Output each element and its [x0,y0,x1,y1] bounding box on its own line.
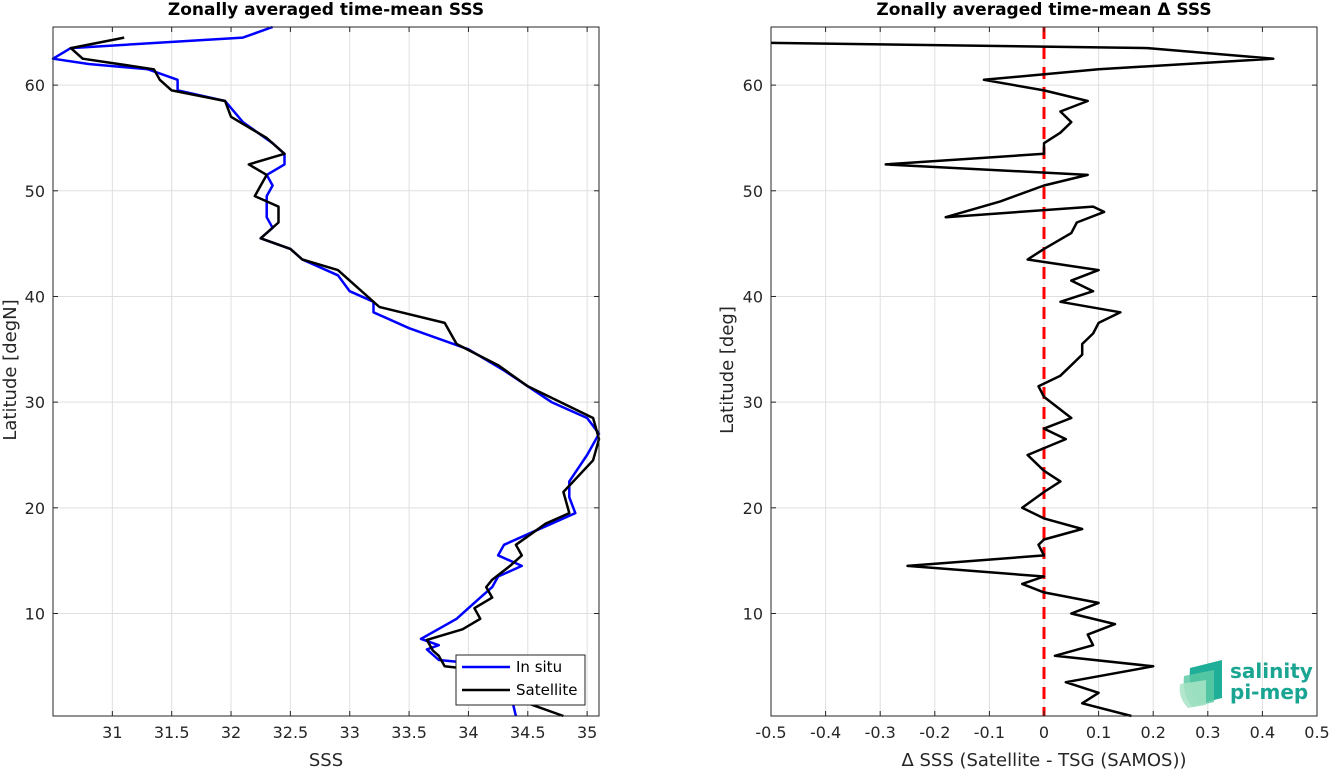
sss-chart-title: Zonally averaged time-mean SSS [168,0,484,20]
sss-y-tick-label: 20 [25,499,45,518]
sss-line-in-situ [51,25,601,717]
delta-chart-title: Zonally averaged time-mean Δ SSS [876,0,1211,20]
sss-y-axis-label: Latitude [degN] [0,299,21,440]
delta-y-tick-label: 30 [743,393,763,412]
delta-y-tick-label: 60 [743,76,763,95]
sss-x-tick-label: 32 [221,723,241,742]
delta-x-tick-label: 0.5 [1304,723,1329,742]
sss-x-tick-label: 33 [340,723,360,742]
sss-x-tick-label: 34.5 [510,723,546,742]
sss-y-tick-label: 10 [25,604,45,623]
sss-y-tick-label: 60 [25,76,45,95]
sss-legend: In situ Satellite [455,654,586,706]
sss-series [51,25,601,718]
delta-y-tick-label: 40 [743,287,763,306]
delta-y-tick-label: 20 [743,499,763,518]
logo-wave-icon [1179,660,1222,708]
delta-x-tick-label: -0.1 [974,723,1005,742]
sss-x-tick-label: 31 [102,723,122,742]
sss-x-axis-label: SSS [309,750,343,769]
delta-x-tick-label: 0.3 [1195,723,1220,742]
delta-y-axis-label: Latitude [deg] [717,306,738,434]
sss-grid [53,27,599,716]
delta-y-tick-label: 50 [743,182,763,201]
legend-label-in-situ: In situ [516,658,562,676]
sss-x-tick-label: 33.5 [391,723,427,742]
delta-y-tick-label: 10 [743,604,763,623]
logo-text-salinity: salinity [1230,659,1313,683]
sss-y-tick-label: 30 [25,393,45,412]
sss-x-tick-label: 31.5 [154,723,190,742]
sss-x-tick-label: 34 [458,723,478,742]
delta-x-tick-label: -0.3 [865,723,896,742]
delta-x-tick-label: 0.2 [1140,723,1165,742]
sss-ticks: 31 31.5 32 32.5 33 33.5 34 34.5 35 10 20 30 40 50 60 [25,27,599,742]
delta-line-series-0 [770,41,1275,718]
delta-series [770,27,1275,718]
sss-x-tick-label: 35 [577,723,597,742]
salinity-pimep-logo: salinity pi-mep [1179,659,1313,708]
delta-x-tick-label: -0.5 [755,723,786,742]
sss-x-tick-label: 32.5 [273,723,309,742]
delta-x-tick-label: 0.1 [1086,723,1111,742]
delta-x-tick-label: 0.4 [1250,723,1275,742]
delta-x-tick-label: 0 [1039,723,1049,742]
legend-label-satellite: Satellite [516,681,577,699]
delta-grid [770,27,1318,716]
legend-box [455,654,586,706]
sss-axes-frame [52,26,600,717]
sss-line-satellite [69,36,601,718]
delta-sss-panel: -0.5 -0.4 -0.3 -0.2 -0.1 0 0.1 0.2 0.3 0.4 0.5 10 20… [717,0,1330,769]
delta-x-tick-label: -0.2 [919,723,950,742]
delta-x-axis-label: Δ SSS (Satellite - TSG (SAMOS)) [901,750,1186,769]
delta-ticks: -0.5 -0.4 -0.3 -0.2 -0.1 0 0.1 0.2 0.3 0.4 0.5 10 20… [743,27,1330,742]
logo-text-pimep: pi-mep [1230,680,1308,704]
sss-panel: 31 31.5 32 32.5 33 33.5 34 34.5 35 10 20 30 40 50 60 Z… [0,0,601,769]
sss-y-tick-label: 50 [25,182,45,201]
delta-x-tick-label: -0.4 [810,723,841,742]
sss-y-tick-label: 40 [25,287,45,306]
